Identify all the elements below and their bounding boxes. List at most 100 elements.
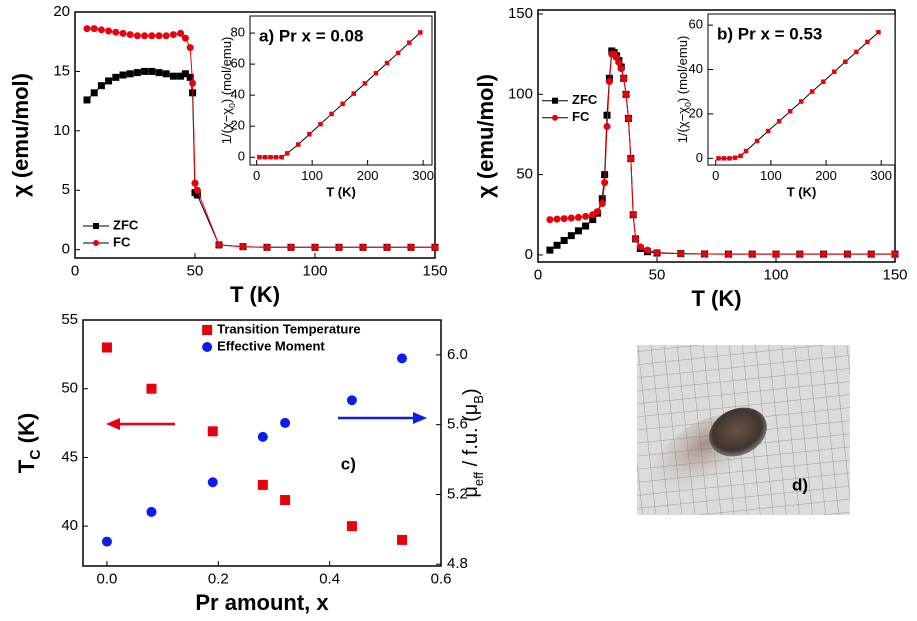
marker	[105, 77, 113, 85]
marker	[181, 70, 189, 78]
marker	[724, 250, 732, 258]
marker	[186, 44, 194, 52]
marker	[843, 250, 851, 258]
axis-label-part: 0	[227, 103, 237, 108]
legend-label: FC	[113, 234, 131, 249]
marker	[146, 383, 157, 394]
y-tick-label: 40	[231, 87, 245, 102]
x-tick-label: 50	[649, 266, 666, 283]
marker	[177, 72, 185, 80]
marker	[162, 70, 170, 78]
marker	[738, 153, 743, 159]
marker	[603, 111, 611, 119]
marker	[169, 31, 177, 39]
axis-label-part: C	[28, 449, 44, 459]
marker	[601, 179, 609, 187]
marker	[112, 73, 120, 81]
annotation: c)	[341, 455, 356, 474]
marker	[407, 243, 415, 251]
y-tick-label: 40	[689, 61, 703, 76]
marker	[418, 30, 423, 35]
y2-tick-label: 5.6	[447, 416, 468, 433]
axis-label-part: B	[471, 395, 486, 404]
y-tick-label: 0	[62, 241, 70, 258]
marker	[346, 395, 357, 406]
x-tick-label: 300	[412, 168, 434, 183]
marker	[582, 222, 590, 230]
marker	[397, 353, 408, 364]
marker	[97, 82, 105, 90]
marker	[296, 142, 301, 147]
marker	[193, 186, 201, 194]
marker	[615, 58, 623, 66]
marker	[589, 216, 597, 224]
x-tick-label: 150	[422, 262, 447, 279]
marker	[239, 243, 247, 251]
marker	[843, 59, 848, 64]
marker	[351, 91, 357, 96]
x-tick-label: 0.4	[319, 570, 340, 587]
marker	[622, 90, 630, 98]
marker	[90, 89, 98, 97]
marker	[765, 128, 771, 134]
marker	[257, 154, 262, 160]
marker	[754, 138, 760, 144]
marker	[560, 236, 568, 244]
annotation: b) Pr x = 0.53	[717, 24, 822, 43]
marker	[284, 151, 290, 156]
x-axis-label: T (K)	[787, 184, 817, 199]
x-tick-label: 200	[815, 168, 837, 183]
marker	[126, 31, 134, 39]
marker	[262, 154, 268, 160]
marker	[90, 25, 98, 33]
marker	[191, 179, 199, 187]
x-tick-label: 100	[302, 262, 327, 279]
marker	[287, 243, 295, 251]
axis-label-part: ) (mol/emu)	[675, 36, 690, 102]
marker	[186, 73, 194, 81]
marker	[215, 241, 223, 249]
x-tick-label: 0	[253, 168, 260, 183]
marker	[605, 77, 613, 85]
marker	[865, 39, 870, 45]
marker	[821, 79, 826, 84]
marker	[346, 521, 357, 532]
marker	[169, 72, 177, 80]
y-tick-label: 40	[61, 517, 78, 534]
marker	[105, 27, 113, 35]
legend-label: ZFC	[572, 92, 598, 107]
y-tick-label: 0	[238, 149, 245, 164]
marker	[207, 477, 218, 488]
x-axis-label: T (K)	[326, 184, 356, 199]
x-axis-label: T (K)	[230, 282, 280, 307]
axis-label-part: ) (mol/emu)	[219, 37, 234, 103]
x-tick-label: 100	[763, 266, 788, 283]
marker	[832, 69, 837, 74]
axis-label: 1/(χ−χ0) (mol/emu)	[675, 36, 693, 144]
x-tick-label: 100	[760, 168, 782, 183]
marker	[574, 213, 582, 221]
axis-label-part: (K)	[14, 413, 39, 450]
marker	[133, 69, 141, 77]
marker	[112, 28, 120, 36]
axis-label-part: χ (emu/mol)	[8, 73, 33, 197]
x-tick-label: 150	[882, 266, 907, 283]
marker	[546, 246, 554, 254]
marker	[820, 250, 828, 258]
marker	[810, 89, 815, 94]
marker	[395, 50, 401, 56]
y-tick-label: 20	[231, 118, 245, 133]
marker	[553, 241, 561, 249]
annotation: a) Pr x = 0.08	[259, 26, 363, 45]
x-tick-label: 0	[534, 266, 542, 283]
marker	[359, 243, 367, 251]
marker	[263, 243, 271, 251]
plot-frame	[82, 319, 442, 567]
marker	[598, 195, 606, 203]
legend-marker	[93, 223, 99, 229]
marker	[620, 74, 628, 82]
y-tick-label: 0	[525, 246, 533, 263]
marker	[629, 211, 637, 219]
marker	[335, 243, 343, 251]
legend-marker	[552, 97, 558, 104]
